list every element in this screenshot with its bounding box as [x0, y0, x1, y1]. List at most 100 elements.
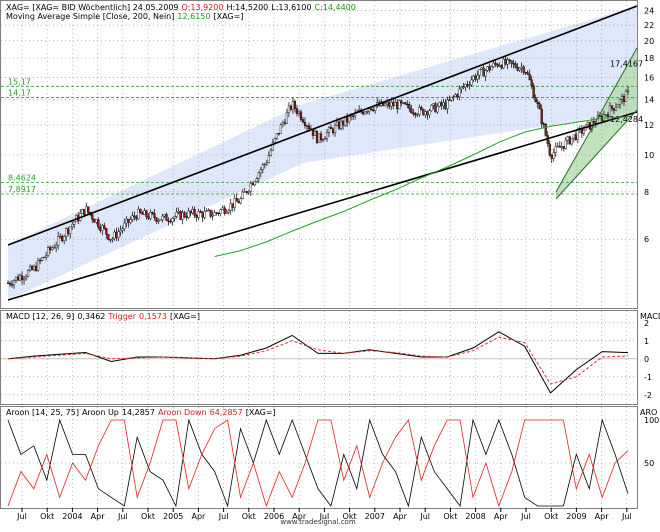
time-label: Apr [595, 512, 610, 521]
candle-body [69, 226, 72, 234]
candle-body [468, 84, 471, 86]
candle-body [329, 127, 333, 130]
candle-body [207, 209, 210, 211]
candle-body [550, 155, 553, 159]
candle-body [532, 85, 535, 99]
legend-ma-value: 12,6150 [177, 12, 210, 21]
candle-body [428, 110, 431, 116]
candle-body [432, 103, 435, 106]
rising-channel-upper[interactable] [555, 47, 638, 193]
candle-body [217, 212, 220, 215]
candle-body [374, 105, 377, 111]
candle-body [303, 121, 307, 126]
candle-body [534, 97, 537, 103]
candle-body [247, 191, 250, 193]
candle-body [418, 107, 421, 115]
candle-body [20, 275, 24, 281]
macd-trigger-value: 0,1573 [139, 312, 167, 321]
candle-body [22, 277, 26, 281]
rising-channel-lower[interactable] [555, 109, 638, 200]
time-label: Apr [191, 512, 206, 521]
candle-body [201, 212, 204, 218]
candle-body [410, 108, 413, 114]
candle-body [139, 209, 142, 213]
candle-body [510, 60, 513, 64]
candle-body [135, 216, 138, 220]
candle-body [368, 108, 371, 112]
candle-body [462, 86, 465, 88]
candle-body [147, 216, 150, 219]
candle-body [420, 107, 423, 110]
candle-body [153, 213, 156, 218]
candle-body [81, 209, 84, 214]
candle-body [255, 178, 258, 182]
candle-body [315, 131, 319, 143]
aroon-down-label: Aroon Down [158, 408, 207, 417]
candle-body [47, 247, 50, 256]
candle-body [384, 103, 387, 106]
candle-body [45, 254, 48, 258]
candle-body [191, 209, 194, 214]
candle-body [223, 207, 226, 214]
candle-body [265, 162, 268, 165]
candle-body [390, 102, 393, 107]
time-axis: Jul Okt 2004 Apr Jul Okt 2005 Apr Jul Okt 2006 Apr J… [16, 508, 632, 521]
candle-body [55, 245, 58, 248]
candle-body [558, 145, 561, 148]
candle-body [261, 164, 264, 170]
aroon-tick-label: 50 [644, 459, 654, 468]
candle-body [490, 66, 493, 71]
candle-body [279, 124, 282, 134]
candle-body [221, 207, 224, 211]
time-label: Jul [621, 512, 632, 521]
candle-body [350, 115, 353, 117]
candle-body [253, 181, 256, 186]
time-label: Jul [218, 512, 229, 521]
candle-body [612, 108, 616, 111]
aroon-down-line [7, 419, 629, 508]
candle-body [291, 101, 295, 110]
candle-body [331, 128, 335, 134]
aroon-up-label: Aroon Up [82, 408, 119, 417]
candle-body [28, 266, 32, 271]
candle-body [295, 108, 299, 114]
time-label: Jul [520, 512, 531, 521]
candle-body [492, 62, 495, 68]
macd-axis-title: MACD [640, 312, 660, 321]
candle-body [83, 209, 86, 215]
candle-body [167, 220, 170, 222]
price-tick-label: 8 [644, 188, 649, 197]
candle-body [560, 146, 563, 148]
candle-body [187, 210, 190, 218]
candle-body [341, 120, 345, 126]
moving-average-line[interactable] [214, 116, 629, 257]
candle-body [133, 215, 136, 218]
time-label: 2007 [365, 512, 385, 521]
candle-body [502, 58, 505, 69]
candle-body [239, 198, 242, 204]
candle-body [622, 96, 626, 102]
candle-body [161, 215, 164, 220]
time-label: Okt [242, 512, 256, 521]
candle-body [317, 133, 321, 143]
candle-body [127, 218, 130, 223]
candle-body [299, 111, 303, 120]
candle-body [105, 228, 108, 235]
candle-body [101, 225, 104, 231]
trend-channel-fill [8, 6, 637, 300]
aroon-axis-title: ARO [640, 408, 657, 417]
candle-body [249, 183, 252, 192]
candle-body [498, 65, 501, 67]
candle-body [514, 63, 517, 68]
lower-channel-line[interactable] [7, 111, 638, 301]
time-label: Okt [40, 512, 54, 521]
channel-label: 12,4284 [610, 115, 643, 124]
candle-body [530, 79, 533, 87]
candle-body [61, 235, 64, 241]
candle-body [171, 218, 174, 223]
macd-tick-label: 2 [644, 319, 649, 328]
upper-channel-line[interactable] [7, 5, 638, 246]
